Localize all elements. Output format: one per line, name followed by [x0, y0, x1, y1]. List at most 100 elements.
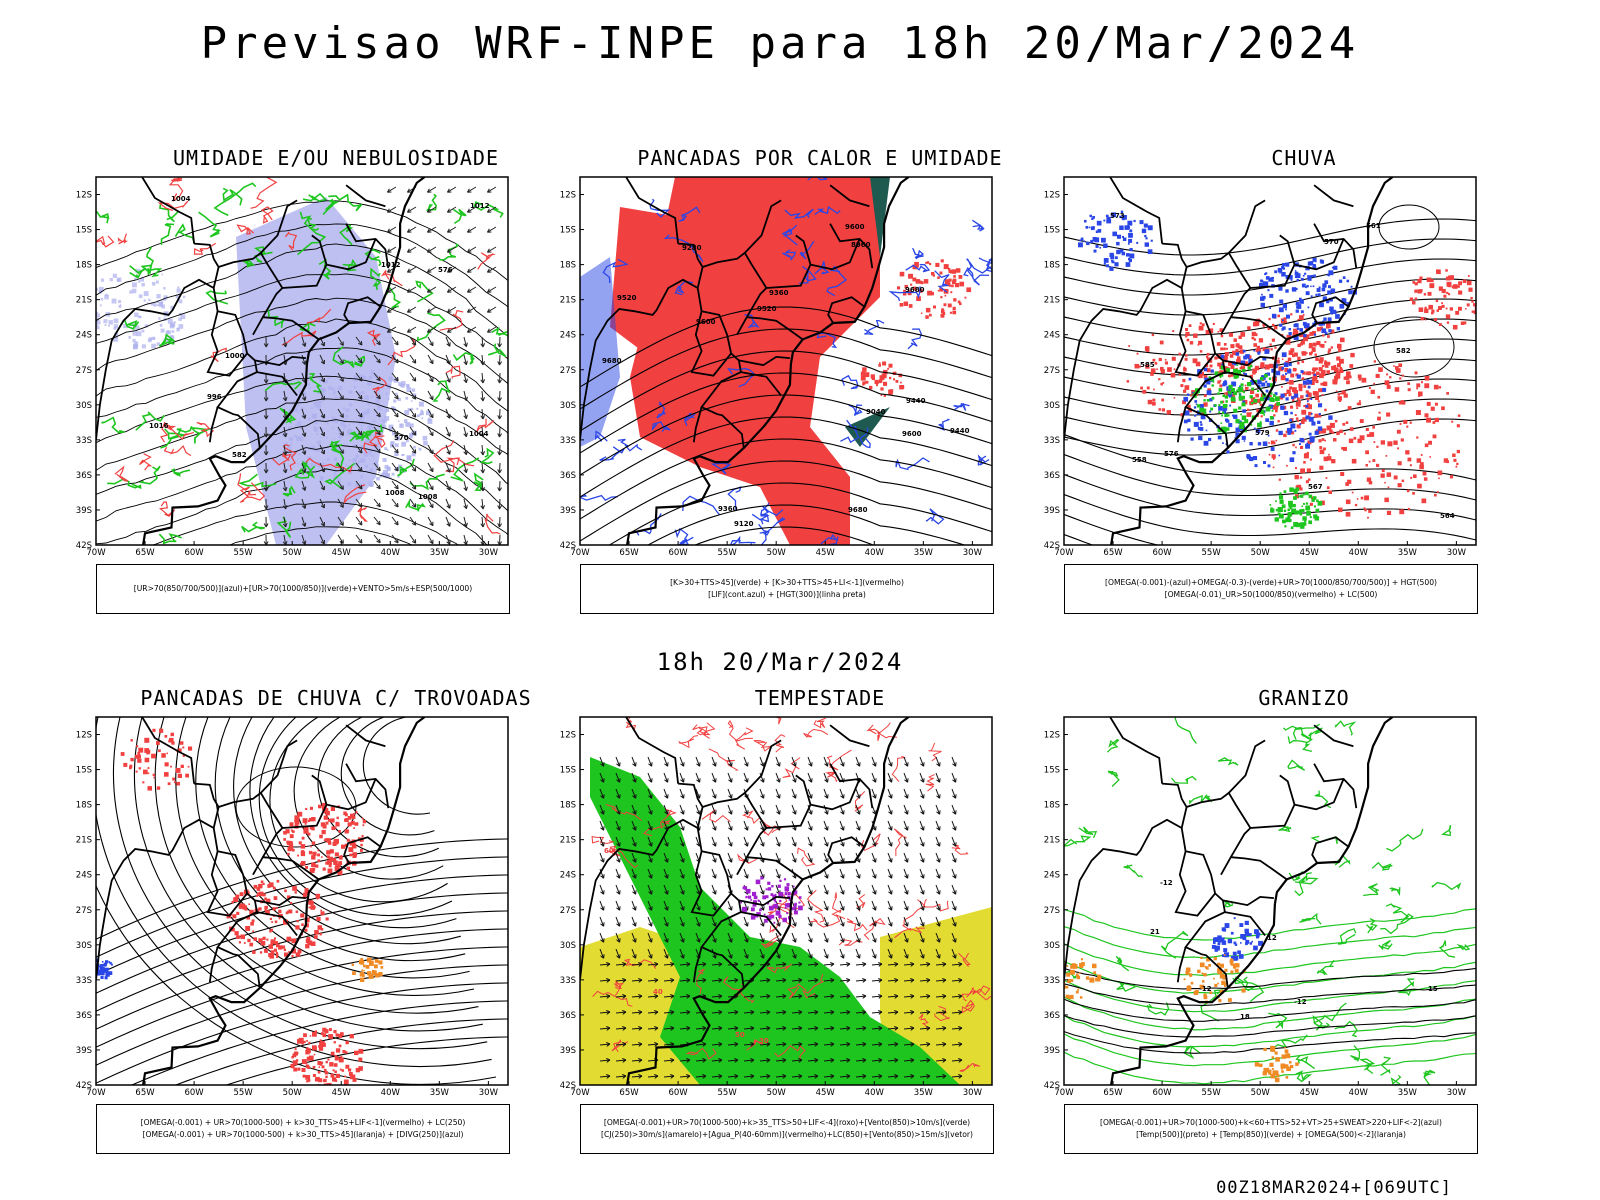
lat-tick-label: 15S — [76, 226, 92, 236]
lat-tick-label: 15S — [560, 766, 576, 776]
map-svg: 9600 9680 9680 9680 9600 9520 9440 9360 9280 9120… — [560, 176, 993, 558]
contour-label: 1012 — [470, 202, 490, 210]
lat-tick-label: 24S — [1044, 331, 1060, 341]
legend-line: [OMEGA(-0.001)+UR>70(1000-500)+k>35_TTS>… — [603, 1118, 971, 1127]
lat-tick-label: 27S — [76, 906, 92, 916]
legend-line: [OMEGA(-0.001)+UR>70(1000-500)+k<60+TTS>… — [1099, 1118, 1442, 1127]
run-timestamp: 00Z18MAR2024+[069UTC] — [1216, 1178, 1452, 1198]
contour-label: 9520 — [757, 305, 777, 313]
map-plot: -12 -12 -12 18 12 15 21 12S 15S 18S 21S 24S 27S 30S 33… — [1044, 715, 1544, 1105]
lat-tick-label: 39S — [76, 506, 92, 516]
contour-label: 1004 — [469, 430, 489, 438]
contour-label: 9520 — [617, 294, 637, 302]
contour-label: 576 — [1164, 450, 1179, 458]
contour-label: 9360 — [769, 289, 789, 297]
contour-label: 9600 — [902, 430, 922, 438]
lon-tick-label: 65W — [1103, 1088, 1123, 1098]
contour-label: 9600 — [696, 318, 716, 326]
panel-chuva: CHUVA 585 582 579 576 573 570 567 564 561 558 12S 1… — [1044, 146, 1544, 626]
lat-tick-label: 27S — [560, 906, 576, 916]
lat-tick-label: 15S — [560, 226, 576, 236]
lon-tick-label: 40W — [1349, 1088, 1369, 1098]
lon-tick-label: 55W — [1202, 1088, 1222, 1098]
lat-tick-label: 30S — [1044, 941, 1060, 951]
lat-tick-label: 36S — [76, 1011, 92, 1021]
panel-granizo: GRANIZO -12 -12 -12 18 12 15 21 12S 15S 18S 21S 24S… — [1044, 686, 1544, 1166]
lat-tick-label: 42S — [560, 1081, 576, 1091]
main-title: Previsao WRF-INPE para 18h 20/Mar/2024 — [200, 18, 1360, 69]
lat-tick-label: 15S — [1044, 766, 1060, 776]
panel-title: PANCADAS POR CALOR E UMIDADE — [637, 146, 1003, 170]
map-svg: 585 582 579 576 573 570 567 564 561 558 12S 15S 18S 2… — [1044, 176, 1477, 558]
lat-tick-label: 15S — [76, 766, 92, 776]
lon-tick-label: 40W — [381, 548, 401, 558]
lat-tick-label: 12S — [76, 731, 92, 741]
lat-tick-label: 33S — [1044, 436, 1060, 446]
lat-tick-label: 27S — [560, 366, 576, 376]
contour-label: 582 — [1396, 347, 1411, 355]
lon-tick-label: 40W — [381, 1088, 401, 1098]
contour-label: 12 — [1267, 934, 1277, 942]
lat-tick-label: 24S — [76, 331, 92, 341]
lat-tick-label: 30S — [560, 401, 576, 411]
lat-tick-label: 33S — [560, 436, 576, 446]
lon-tick-label: 70W — [570, 548, 590, 558]
legend-box: [K>30+TTS>45](verde) + [K>30+TTS>45+LI<-… — [580, 564, 994, 614]
legend-box: [UR>70(850/700/500)](azul)+[UR>70(1000/8… — [96, 564, 510, 614]
map-frame — [95, 716, 509, 1086]
map-plot: 9600 9680 9680 9680 9600 9520 9440 9360 9280 9120… — [560, 175, 1060, 565]
lat-tick-label: 21S — [76, 296, 92, 306]
lon-tick-label: 60W — [1152, 548, 1172, 558]
contour-label: 9680 — [905, 286, 925, 294]
lon-tick-label: 35W — [914, 1088, 934, 1098]
lat-tick-label: 36S — [1044, 1011, 1060, 1021]
lon-tick-label: 70W — [1054, 1088, 1074, 1098]
lon-tick-label: 40W — [865, 1088, 885, 1098]
lon-tick-label: 50W — [767, 548, 787, 558]
contour-label: 1008 — [385, 489, 405, 497]
map-svg: 1008 1004 1012 1000 1004 1008 1012 1016 996 576 57… — [76, 176, 509, 558]
lat-tick-label: 24S — [76, 871, 92, 881]
lon-tick-label: 70W — [570, 1088, 590, 1098]
lat-tick-label: 30S — [76, 941, 92, 951]
lon-tick-label: 55W — [1202, 548, 1222, 558]
lon-tick-label: 35W — [430, 548, 450, 558]
lat-tick-label: 39S — [560, 1046, 576, 1056]
lat-tick-label: 12S — [76, 191, 92, 201]
legend-line: [OMEGA(-0.001) + UR>70(1000-500) + k>30_… — [142, 1130, 464, 1139]
map-plot: 12S 15S 18S 21S 24S 27S 30S 33S 36S 39S 42S 70W 65W 6… — [76, 715, 576, 1105]
lon-tick-label: 55W — [718, 548, 738, 558]
map-frame — [1063, 716, 1477, 1086]
lat-tick-label: 21S — [1044, 836, 1060, 846]
lon-tick-label: 60W — [668, 1088, 688, 1098]
lon-tick-label: 45W — [816, 548, 836, 558]
lat-tick-label: 33S — [76, 436, 92, 446]
lat-tick-label: 18S — [1044, 261, 1060, 271]
contour-label: 60 — [604, 847, 614, 855]
lat-tick-label: 39S — [1044, 506, 1060, 516]
contour-label: 582 — [232, 451, 247, 459]
contour-label: 9280 — [682, 244, 702, 252]
contour-label: 561 — [1366, 222, 1381, 230]
contour-label: 573 — [1110, 212, 1125, 220]
lon-tick-label: 65W — [1103, 548, 1123, 558]
map-frame — [95, 176, 509, 546]
contour-label: -12 — [1294, 998, 1307, 1006]
lon-tick-label: 30W — [1447, 548, 1467, 558]
map-frame — [579, 716, 993, 1086]
contour-label: 585 — [1140, 361, 1155, 369]
lon-tick-label: 50W — [1251, 1088, 1271, 1098]
lon-tick-label: 60W — [1152, 1088, 1172, 1098]
lat-tick-label: 24S — [560, 331, 576, 341]
contour-label: 558 — [1132, 456, 1147, 464]
contour-label: 40 — [653, 988, 663, 996]
legend-line: [CJ(250)>30m/s](amarelo)+[Agua_P(40-60mm… — [601, 1130, 973, 1139]
map-plot: 1008 1004 1012 1000 1004 1008 1012 1016 996 576 57… — [76, 175, 576, 565]
panel-title: GRANIZO — [1258, 686, 1350, 710]
lon-tick-label: 45W — [332, 1088, 352, 1098]
lon-tick-label: 30W — [479, 1088, 499, 1098]
lat-tick-label: 27S — [76, 366, 92, 376]
panel-title: TEMPESTADE — [754, 686, 886, 710]
contour-label: -12 — [1160, 879, 1173, 887]
